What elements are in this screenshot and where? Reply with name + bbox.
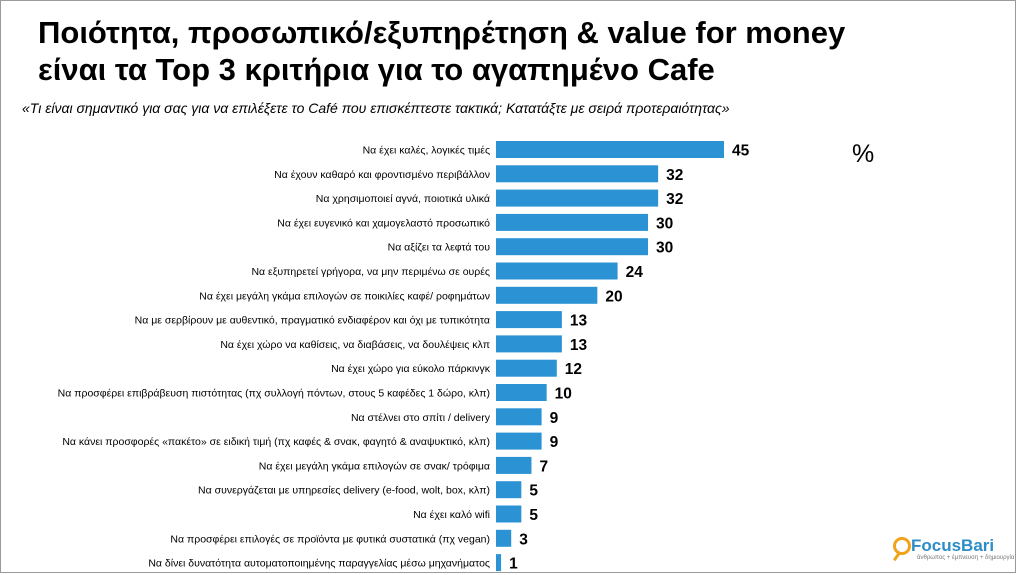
bar [496,432,542,450]
logo-tagline: άνθρωπος + έμπνευση + δημιουργία [917,555,1015,561]
bar [496,311,562,329]
bar [496,408,542,426]
value-label: 12 [565,361,582,378]
bar [496,141,724,158]
title-line-1: Ποιότητα, προσωπικό/εξυπηρέτηση & value … [38,15,846,50]
category-label: Να χρησιμοποιεί αγνά, ποιοτικά υλικά [316,193,490,205]
category-label: Να έχει καλές, λογικές τιμές [363,145,490,157]
focusbari-logo: FocusBari άνθρωπος + έμπνευση + δημιουργ… [892,533,1015,567]
category-label: Να προσφέρει επιβράβευση πιστότητας (πχ … [58,388,490,400]
bar [496,359,557,377]
value-label: 7 [539,458,548,475]
category-label: Να στέλνει στο σπίτι / delivery [351,412,491,424]
category-label: Να έχει μεγάλη γκάμα επιλογών σε σνακ/ τ… [259,460,490,472]
value-label: 32 [666,191,683,208]
category-label: Να προσφέρει επιλογές σε προϊόντα με φυτ… [170,533,490,545]
value-label: 13 [570,313,588,330]
category-label: Να αξίζει τα λεφτά του [388,242,491,254]
value-label: 1 [509,556,518,573]
category-label: Να έχει καλό wifi [413,509,490,521]
magnifier-handle [892,552,901,562]
value-label: 5 [529,507,538,524]
value-label: 3 [519,531,528,548]
category-label: Να κάνει προσφορές «πακέτο» σε ειδική τι… [62,436,490,448]
value-label: 9 [550,434,559,451]
bar [496,456,532,474]
question-subtitle: «Τι είναι σημαντικό για σας για να επιλέ… [22,100,730,116]
bar [496,335,562,353]
value-label: 30 [656,215,673,232]
category-label: Να έχει χώρο να καθίσεις, να διαβάσεις, … [220,339,490,351]
value-label: 10 [555,386,572,403]
value-label: 13 [570,337,588,354]
bar [496,238,648,256]
value-label: 32 [666,167,683,184]
category-label: Να με σερβίρουν με αυθεντικό, πραγματικό… [135,315,490,327]
bar [496,505,522,523]
category-label: Να δίνει δυνατότητα αυτοματοποιημένης πα… [148,558,490,570]
bar-chart: Να έχει καλές, λογικές τιμές 45 Να έχουν κ… [58,141,750,573]
bar [496,189,659,207]
title-line-2: είναι τα Top 3 κριτήρια για το αγαπημένο… [38,52,715,87]
value-label: 24 [626,264,644,281]
bar [496,165,659,183]
value-label: 9 [550,410,559,427]
bar [496,554,502,572]
bar [496,529,512,547]
bar [496,262,618,280]
category-label: Να έχει χώρο για εύκολο πάρκινγκ [331,363,491,375]
page-title: Ποιότητα, προσωπικό/εξυπηρέτηση & value … [38,14,1008,88]
logo-name: FocusBari [911,536,995,555]
bar [496,213,648,231]
category-label: Να εξυπηρετεί γρήγορα, να μην περιμένω σ… [251,266,490,278]
category-label: Να συνεργάζεται με υπηρεσίες delivery (e… [198,485,490,497]
value-label: 45 [732,143,750,160]
magnifier-icon [893,537,911,555]
value-label: 30 [656,240,673,257]
bar [496,286,598,304]
category-label: Να έχει ευγενικό και χαμογελαστό προσωπι… [277,217,490,229]
category-label: Να έχει μεγάλη γκάμα επιλογών σε ποικιλί… [199,290,490,302]
value-label: 20 [605,288,622,305]
unit-label: % [852,140,875,168]
bar [496,481,522,499]
category-label: Να έχουν καθαρό και φροντισμένο περιβάλλ… [274,169,490,181]
bar [496,384,547,401]
value-label: 5 [529,483,538,500]
